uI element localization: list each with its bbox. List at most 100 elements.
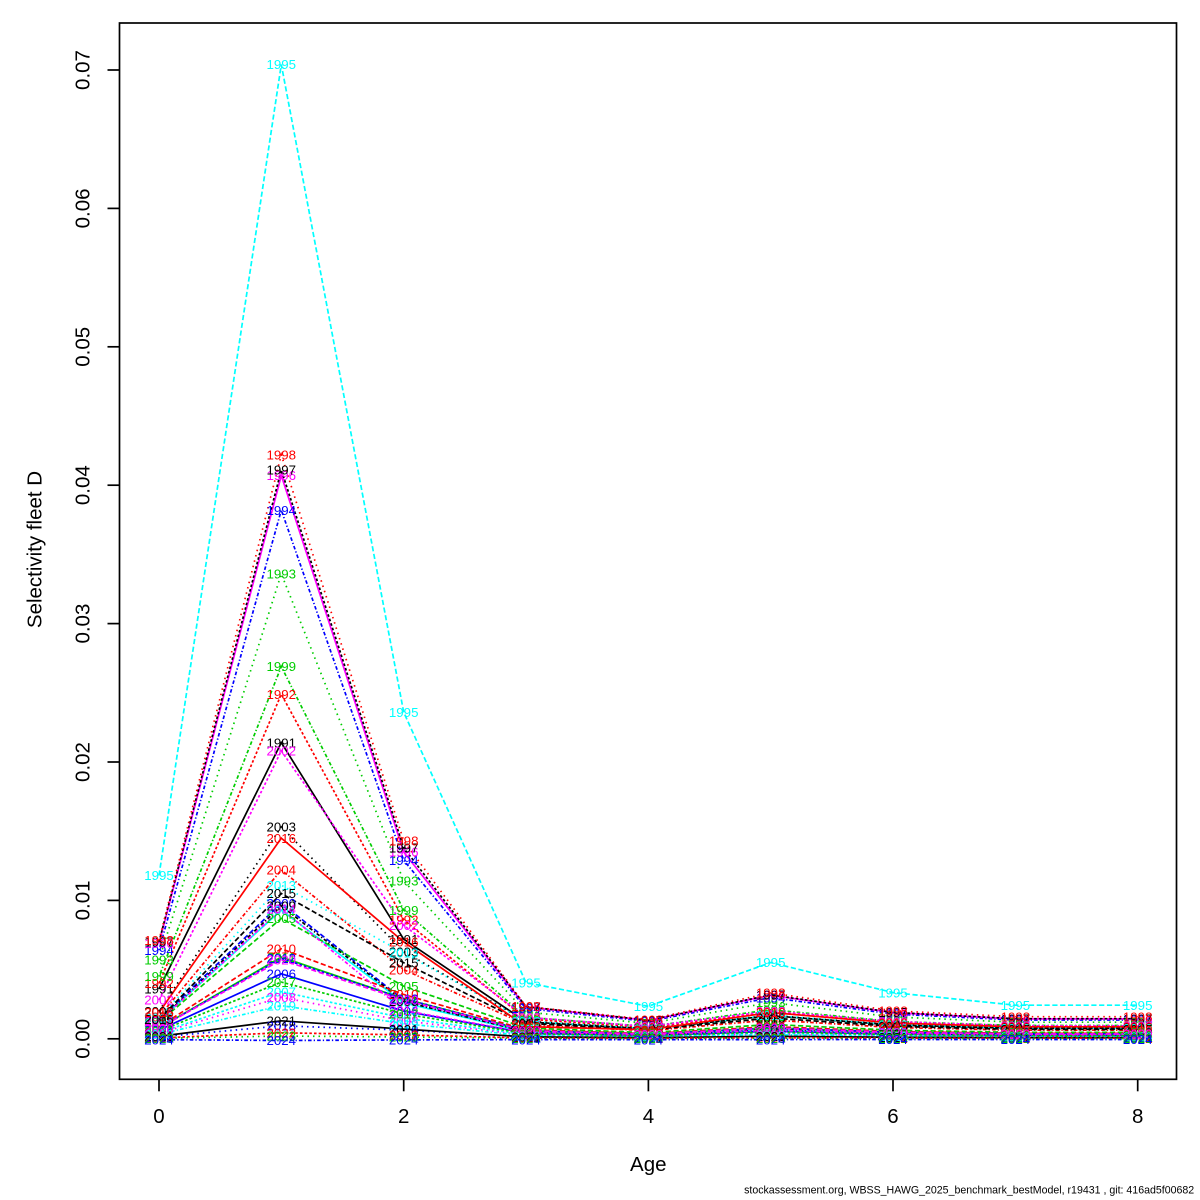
svg-text:1991: 1991 — [634, 1022, 664, 1037]
svg-text:1991: 1991 — [511, 1015, 541, 1030]
svg-text:2024: 2024 — [267, 1033, 297, 1048]
svg-text:1995: 1995 — [144, 868, 174, 883]
svg-text:2004: 2004 — [144, 1009, 174, 1024]
svg-text:2000: 2000 — [634, 1027, 664, 1042]
svg-text:1998: 1998 — [1123, 1009, 1153, 1024]
svg-text:2009: 2009 — [878, 1026, 908, 1041]
svg-text:1991: 1991 — [389, 932, 419, 947]
svg-text:2023: 2023 — [1001, 1031, 1031, 1046]
svg-text:2004: 2004 — [756, 1013, 786, 1028]
svg-text:2017: 2017 — [389, 1007, 419, 1022]
svg-text:1997: 1997 — [144, 935, 174, 950]
svg-text:2019: 2019 — [756, 1027, 786, 1042]
svg-text:2011: 2011 — [145, 1021, 174, 1036]
svg-text:2003: 2003 — [878, 1017, 908, 1032]
svg-text:1996: 1996 — [511, 1000, 541, 1015]
svg-text:2023: 2023 — [267, 1029, 297, 1044]
svg-text:2: 2 — [398, 1105, 409, 1128]
svg-text:1996: 1996 — [756, 988, 786, 1003]
svg-text:1993: 1993 — [1001, 1015, 1031, 1030]
svg-text:2015: 2015 — [1123, 1022, 1153, 1037]
svg-text:2002: 2002 — [878, 1014, 908, 1029]
svg-text:2021: 2021 — [144, 1029, 174, 1044]
svg-text:2004: 2004 — [878, 1020, 908, 1035]
svg-text:2009: 2009 — [267, 899, 297, 914]
svg-text:0.05: 0.05 — [72, 327, 95, 367]
svg-text:2002: 2002 — [634, 1019, 664, 1034]
svg-text:2000: 2000 — [1123, 1027, 1153, 1042]
svg-text:2009: 2009 — [144, 1014, 174, 1029]
svg-text:2018: 2018 — [389, 1023, 419, 1038]
svg-text:1994: 1994 — [1123, 1013, 1153, 1028]
svg-text:2024: 2024 — [756, 1032, 786, 1047]
svg-text:2009: 2009 — [1123, 1027, 1153, 1042]
svg-text:2010: 2010 — [634, 1026, 664, 1041]
svg-text:2000: 2000 — [878, 1026, 908, 1041]
svg-text:0.04: 0.04 — [72, 465, 95, 505]
svg-text:2020: 2020 — [389, 993, 419, 1008]
svg-text:2017: 2017 — [1001, 1029, 1031, 1044]
svg-text:2012: 2012 — [267, 951, 297, 966]
svg-text:1995: 1995 — [634, 999, 664, 1014]
svg-text:1994: 1994 — [389, 853, 419, 868]
svg-text:2016: 2016 — [1123, 1020, 1153, 1035]
svg-text:2010: 2010 — [878, 1024, 908, 1039]
svg-text:2006: 2006 — [267, 967, 297, 982]
svg-text:2017: 2017 — [634, 1029, 664, 1044]
svg-text:1999: 1999 — [756, 1002, 786, 1017]
svg-text:1999: 1999 — [878, 1014, 908, 1029]
svg-text:2009: 2009 — [389, 994, 419, 1009]
svg-text:0.07: 0.07 — [72, 50, 95, 90]
svg-text:2014: 2014 — [144, 1014, 174, 1029]
svg-text:1998: 1998 — [878, 1004, 908, 1019]
svg-text:2020: 2020 — [267, 953, 297, 968]
svg-text:2012: 2012 — [389, 991, 419, 1006]
svg-text:1997: 1997 — [389, 841, 419, 856]
svg-text:1993: 1993 — [634, 1016, 664, 1031]
svg-text:1992: 1992 — [389, 913, 419, 928]
svg-text:2007: 2007 — [144, 1025, 174, 1040]
svg-text:2009: 2009 — [756, 1022, 786, 1037]
svg-text:2007: 2007 — [511, 1027, 541, 1042]
svg-text:1993: 1993 — [144, 953, 174, 968]
svg-text:2015: 2015 — [144, 1012, 174, 1027]
svg-text:2014: 2014 — [878, 1026, 908, 1041]
svg-text:1997: 1997 — [756, 988, 786, 1003]
svg-text:2014: 2014 — [634, 1028, 664, 1043]
svg-text:2019: 2019 — [634, 1030, 664, 1045]
svg-text:2012: 2012 — [1001, 1027, 1031, 1042]
svg-text:2001: 2001 — [1001, 1027, 1031, 1042]
svg-text:1994: 1994 — [1001, 1013, 1031, 1028]
svg-text:1998: 1998 — [511, 999, 541, 1014]
svg-text:2005: 2005 — [634, 1025, 664, 1040]
svg-text:2002: 2002 — [511, 1010, 541, 1025]
svg-text:2007: 2007 — [1001, 1029, 1031, 1044]
svg-text:1994: 1994 — [756, 990, 786, 1005]
svg-text:1998: 1998 — [389, 834, 419, 849]
svg-text:1994: 1994 — [511, 1001, 541, 1016]
svg-text:2011: 2011 — [1123, 1027, 1152, 1042]
svg-text:2021: 2021 — [878, 1030, 908, 1045]
svg-text:1991: 1991 — [1123, 1021, 1153, 1036]
svg-text:1996: 1996 — [878, 1005, 908, 1020]
svg-text:1998: 1998 — [1001, 1009, 1031, 1024]
svg-text:1995: 1995 — [267, 57, 297, 72]
svg-text:2018: 2018 — [267, 1019, 297, 1034]
svg-text:2000: 2000 — [144, 1012, 174, 1027]
svg-text:2013: 2013 — [511, 1014, 541, 1029]
svg-text:2019: 2019 — [1001, 1030, 1031, 1045]
svg-text:2011: 2011 — [512, 1023, 541, 1038]
svg-text:1992: 1992 — [144, 976, 174, 991]
svg-text:2001: 2001 — [756, 1022, 786, 1037]
svg-text:2016: 2016 — [511, 1019, 541, 1034]
svg-text:2023: 2023 — [634, 1031, 664, 1046]
svg-text:2017: 2017 — [1123, 1029, 1153, 1044]
svg-text:2021: 2021 — [634, 1030, 664, 1045]
svg-text:1999: 1999 — [1123, 1018, 1153, 1033]
svg-text:2021: 2021 — [756, 1029, 786, 1044]
svg-text:2005: 2005 — [511, 1021, 541, 1036]
svg-text:2000: 2000 — [389, 993, 419, 1008]
svg-text:2001: 2001 — [1123, 1027, 1153, 1042]
svg-text:2013: 2013 — [144, 1011, 174, 1026]
svg-text:2007: 2007 — [1123, 1029, 1153, 1044]
